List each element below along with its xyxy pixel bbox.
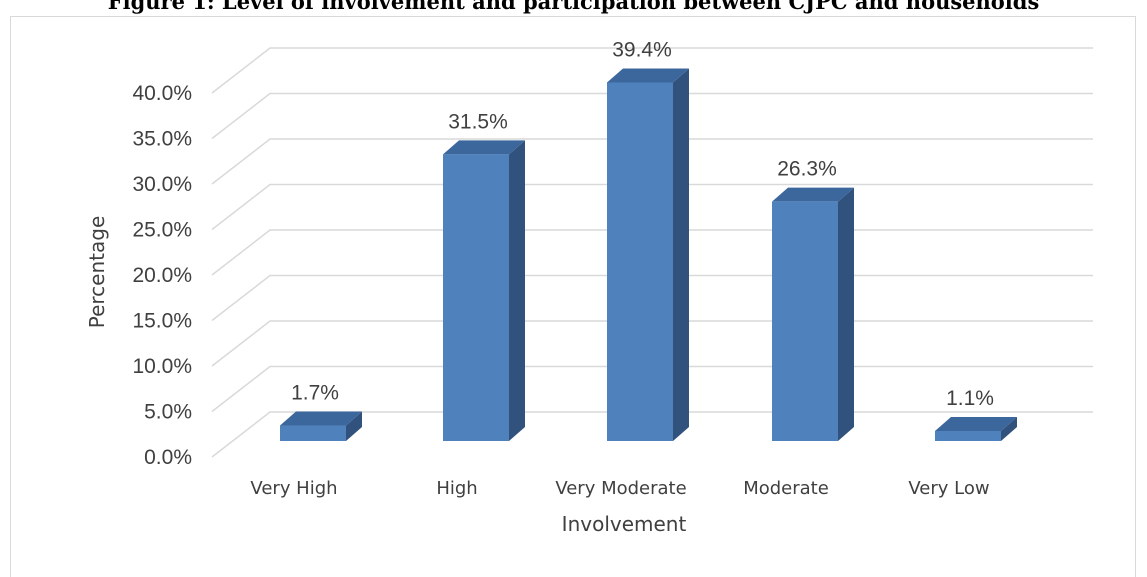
y-tick-label: 30.0% [132,173,192,196]
bar-side [1001,416,1017,441]
bar [772,187,854,441]
x-tick-label: High [436,478,477,499]
data-label: 1.1% [946,387,994,410]
gridline [211,92,1093,140]
bar-top [772,187,854,202]
y-tick-label: 20.0% [132,264,192,287]
bar-top [935,416,1017,431]
bar [935,416,1017,441]
x-axis-title: Involvement [562,512,687,536]
bar-front [607,82,673,442]
x-tick-labels: Very High High Very Moderate Moderate Very L… [250,478,989,499]
bar-top [280,411,362,426]
data-label: 26.3% [777,158,837,181]
bar-side [838,187,854,441]
figure-title: Figure 1: Level of involvement and parti… [107,0,1040,14]
bar-side [673,68,689,442]
data-labels: 1.7% 31.5% 39.4% 26.3% 1.1% [291,38,994,410]
bar [607,68,689,442]
data-label: 31.5% [448,110,508,133]
y-tick-label: 0.0% [144,446,192,469]
y-tick-label: 40.0% [132,82,192,105]
y-tick-label: 15.0% [132,310,192,333]
gridline [211,138,1093,185]
bars [280,68,1017,442]
bar-front [772,201,838,441]
data-label: 39.4% [612,38,672,61]
bar-front [935,430,1001,441]
x-tick-label: Very Moderate [555,478,686,499]
data-label: 1.7% [291,382,339,405]
bar [280,411,362,441]
x-tick-label: Very Low [908,478,989,499]
bar-side [509,140,525,441]
chart-frame [10,16,1136,577]
y-axis-title: Percentage [85,216,109,329]
y-tick-label: 25.0% [132,219,192,242]
bar-side [346,411,362,441]
bar-front [443,154,509,441]
gridline [211,47,1093,94]
gridline [211,183,1093,231]
y-tick-labels: 0.0% 5.0% 10.0% 15.0% 20.0% 25.0% 30.0% 35.0% 40… [132,82,192,469]
bar [443,140,525,441]
y-tick-label: 5.0% [144,401,192,424]
bar-top [443,140,525,155]
bar-front [280,425,346,441]
y-tick-label: 10.0% [132,355,192,378]
x-tick-label: Very High [250,478,337,499]
y-tick-label: 35.0% [132,128,192,151]
x-tick-label: Moderate [743,478,829,499]
bar-top [607,68,689,83]
